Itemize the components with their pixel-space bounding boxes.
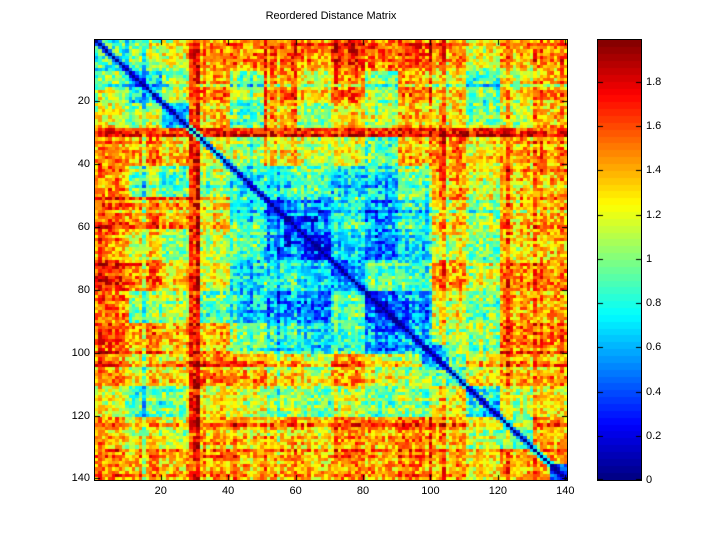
y-axis-tick-label: 100 — [71, 346, 90, 359]
y-axis-tick-label: 120 — [71, 409, 90, 422]
x-axis-tick-label: 40 — [222, 485, 235, 497]
colorbar-tick-label: 0.2 — [646, 429, 662, 442]
colorbar-tick-label: 1 — [646, 252, 653, 265]
colorbar-tick-label: 1.6 — [646, 120, 662, 133]
colorbar-tick-label: 0.8 — [646, 297, 662, 310]
y-axis-tick-label: 140 — [71, 472, 90, 485]
chart-title: Reordered Distance Matrix — [265, 10, 397, 22]
y-axis-tick-label: 60 — [77, 221, 90, 233]
colorbar — [597, 39, 642, 481]
y-axis-tick-label: 80 — [77, 283, 90, 296]
x-axis-tick-label: 80 — [356, 485, 370, 497]
x-axis-tick-label: 140 — [556, 485, 575, 497]
x-axis-tick-label: 20 — [154, 485, 167, 497]
y-axis-tick-label: 20 — [77, 95, 90, 108]
colorbar-tick-label: 1.2 — [646, 208, 662, 221]
x-axis-tick-label: 60 — [289, 485, 302, 497]
x-axis-tick-label: 120 — [488, 485, 508, 497]
colorbar-tick-label: 1.4 — [646, 164, 662, 177]
heatmap-image — [94, 39, 568, 481]
colorbar-tick-label: 0.6 — [646, 341, 662, 354]
colorbar-tick-label: 0.4 — [646, 385, 662, 398]
colorbar-tick-label: 1.8 — [646, 76, 662, 88]
x-axis-tick-label: 100 — [421, 485, 440, 497]
colorbar-tick-label: 0 — [646, 474, 653, 486]
y-axis-tick-label: 40 — [77, 158, 90, 171]
